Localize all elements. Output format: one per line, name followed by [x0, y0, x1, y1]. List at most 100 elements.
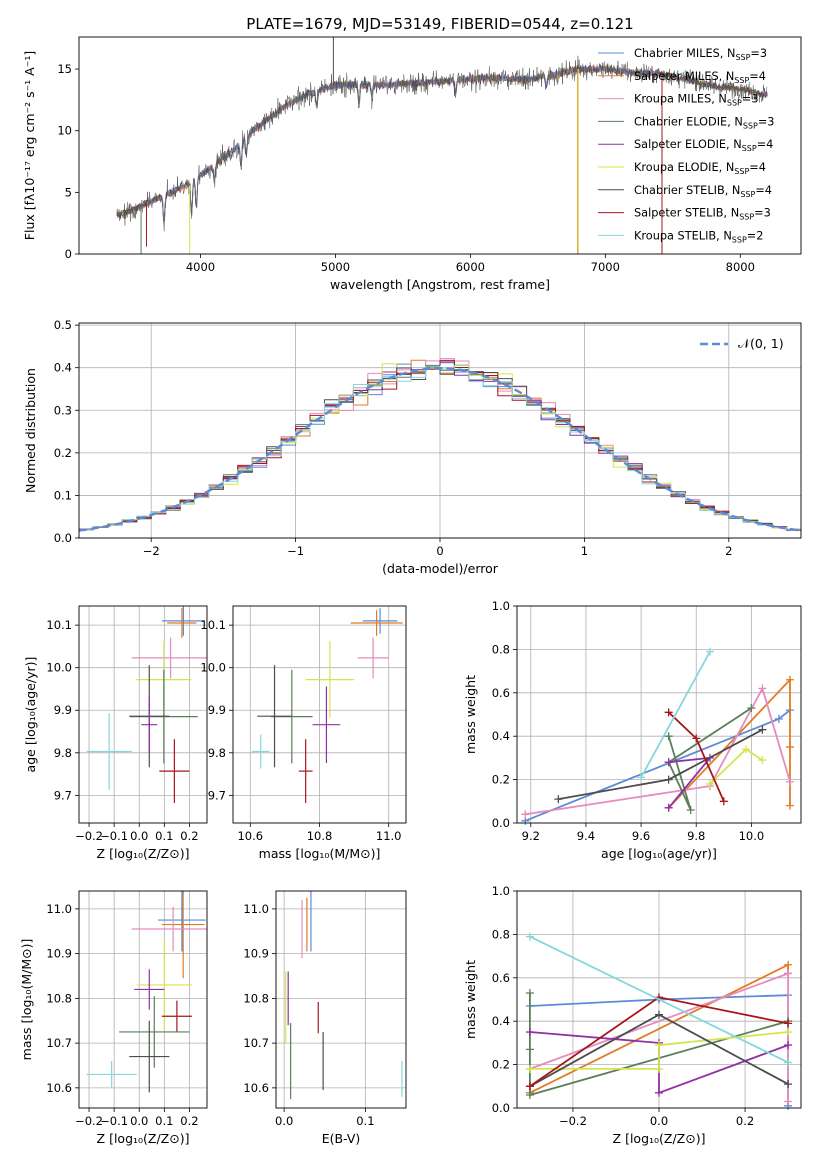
residuals-ytick-label: 0.5 [54, 318, 72, 332]
weight_vs_Z-series-kroupa-elodie [529, 1031, 789, 1070]
legend-tail: =3 [742, 93, 759, 106]
weight_vs_age-point-marker [554, 795, 563, 804]
weight_vs_Z-point-marker [784, 960, 793, 969]
residuals-xtick-label: −1 [287, 544, 304, 558]
weight_vs_age-point-marker [686, 805, 695, 814]
normal-curve [79, 366, 801, 532]
mass_vs_Z-ylabel: mass [log₁₀(M/M⊙)] [19, 939, 34, 1061]
mass_vs_EBV-ytick-label: 10.9 [243, 947, 269, 961]
weight_vs_age-point-marker [785, 675, 794, 684]
legend-sub: SSP [727, 99, 742, 108]
weight_vs_age-ylabel: mass weight [463, 675, 478, 754]
legend-label: Salpeter MILES, N [634, 70, 734, 83]
legend-sub: SSP [732, 235, 747, 244]
weight_vs_Z-xlabel: Z [log₁₀(Z/Z⊙)] [613, 1131, 706, 1146]
mass_vs_Z-xtick-label: 0.2 [180, 1114, 198, 1128]
weight_vs_age-point-marker [785, 743, 794, 752]
weight_vs_Z-ytick-label: 0.4 [492, 1014, 510, 1028]
weight_vs_age-point-marker [741, 745, 750, 754]
age_vs_Z-ytick-label: 10.0 [46, 661, 72, 675]
weight_vs_age-xtick-label: 9.8 [687, 829, 705, 843]
age_vs_mass-ytick-label: 9.7 [208, 788, 226, 802]
legend-entry: Salpeter STELIB, NSSP=3 [634, 207, 771, 222]
mass_vs_Z-xtick-label: −0.1 [100, 1114, 128, 1128]
legend-label: Kroupa STELIB, N [634, 229, 732, 242]
legend-entry: Salpeter MILES, NSSP=4 [634, 70, 766, 85]
legend-sub: SSP [742, 144, 757, 153]
spectrum-xtick-label: 6000 [456, 260, 485, 274]
weight_vs_Z-ylabel: mass weight [463, 960, 478, 1039]
weight_vs_Z-series-kroupa-stelib [529, 935, 789, 1064]
residuals-xtick-label: 0 [436, 544, 443, 558]
mass_vs_Z-xlabel: Z [log₁₀(Z/Z⊙)] [97, 1131, 190, 1146]
weight_vs_Z-ytick-label: 0.0 [492, 1101, 510, 1115]
weight_vs_Z-ytick-label: 0.8 [492, 927, 510, 941]
weight_vs_age-point-marker [664, 732, 673, 741]
legend-entry: Chabrier ELODIE, NSSP=3 [634, 115, 774, 130]
legend-entry: Kroupa ELODIE, NSSP=4 [634, 161, 766, 176]
weight_vs_age-point-marker [692, 734, 701, 743]
residuals-frame [78, 322, 802, 539]
residuals-ytick-label: 0.2 [54, 446, 72, 460]
panel-weight_vs_Z: −0.2 0.0 0.2 0.0 0.2 0.4 0.6 0.8 1.0 Z [log₁₀(Z/Z… [463, 884, 802, 1146]
weight_vs_age-xlabel: age [log₁₀(age/yr)] [601, 846, 717, 861]
mass_vs_Z-xtick-label: 0.1 [155, 1114, 173, 1128]
weight_vs_age-xtick-label: 9.4 [577, 829, 595, 843]
weight_vs_age-series-kroupa-miles [525, 686, 791, 816]
weight_vs_age-point-marker [785, 777, 794, 786]
age_vs_mass-xtick-label: 10.6 [237, 829, 263, 843]
mass_vs_Z-xtick-label: 0.0 [130, 1114, 148, 1128]
mass_vs_EBV-xtick-label: 0.0 [275, 1114, 293, 1128]
mass_vs_EBV-ytick-label: 10.7 [243, 1036, 269, 1050]
residuals-ytick-label: 0.4 [54, 361, 72, 375]
age_vs_mass-ytick-label: 10.1 [200, 618, 226, 632]
legend-entry: Salpeter ELODIE, NSSP=4 [634, 138, 773, 153]
legend-entry: Kroupa STELIB, NSSP=2 [634, 229, 763, 244]
age_vs_mass-ytick-label: 10.0 [200, 661, 226, 675]
weight_vs_Z-ytick-label: 0.6 [492, 971, 510, 985]
weight_vs_age-point-marker [719, 797, 728, 806]
weight_vs_age-point-marker [706, 647, 715, 656]
residuals-ytick-label: 0.1 [54, 488, 72, 502]
legend-tail: =4 [755, 184, 772, 197]
weight_vs_Z-point-marker [784, 1097, 793, 1106]
residuals-ytick-label: 0.3 [54, 403, 72, 417]
weight_vs_age-point-marker [758, 725, 767, 734]
figure-title: PLATE=1679, MJD=53149, FIBERID=0544, z=0… [246, 15, 633, 33]
panel-weight_vs_age: 9.2 9.4 9.6 9.8 10.0 0.0 0.2 0.4 0.6 0.8 1.0 age [l… [463, 599, 802, 861]
age_vs_mass-frame [232, 605, 407, 824]
age_vs_Z-ytick-label: 9.9 [54, 703, 72, 717]
legend-sub: SSP [739, 213, 754, 222]
weight_vs_age-point-marker [785, 801, 794, 810]
weight_vs_Z-point-marker [655, 1088, 663, 1097]
mass_vs_Z-frame [78, 890, 208, 1109]
weight_vs_age-xtick-label: 10.0 [739, 829, 765, 843]
mass_vs_EBV-xtick-label: 0.1 [356, 1114, 374, 1128]
legend-label: Kroupa MILES, N [634, 93, 727, 106]
legend-tail: =4 [749, 161, 766, 174]
age_vs_mass-ytick-label: 9.9 [208, 703, 226, 717]
legend-sub: SSP [734, 167, 749, 176]
age_vs_mass-xtick-label: 11.0 [376, 829, 402, 843]
weight_vs_age-ytick-label: 0.0 [492, 816, 510, 830]
legend-tail: =4 [749, 70, 766, 83]
residual-legend-label: 𝒩(0, 1) [738, 336, 784, 351]
residuals-xlabel: (data-model)/error [382, 561, 499, 576]
weight_vs_Z-point-marker [784, 1080, 793, 1089]
age_vs_mass-ytick-label: 9.8 [208, 746, 226, 760]
mass_vs_Z-ytick-label: 10.9 [46, 947, 72, 961]
weight_vs_age-ytick-label: 0.8 [492, 642, 510, 656]
panel-age_vs_Z: −0.2−0.1 0.0 0.1 0.2 9.7 9.8 9.9 10.0 10.1 Z [log… [23, 605, 208, 861]
weight_vs_Z-point-marker [525, 932, 534, 941]
residuals-xtick-label: −2 [143, 544, 160, 558]
weight_vs_age-series-kroupa-stelib [640, 651, 711, 778]
legend-entry: Kroupa MILES, NSSP=3 [634, 93, 759, 108]
weight_vs_age-xtick-label: 9.2 [522, 829, 540, 843]
legend-sub: SSP [740, 190, 755, 199]
legend-sub: SSP [743, 121, 758, 130]
mass_vs_EBV-ytick-label: 11.0 [243, 902, 269, 916]
age_vs_Z-xtick-label: 0.1 [155, 829, 173, 843]
age_vs_Z-xtick-label: −0.1 [100, 829, 128, 843]
weight_vs_Z-point-marker [525, 988, 534, 997]
weight_vs_Z-ytick-label: 0.2 [492, 1058, 510, 1072]
